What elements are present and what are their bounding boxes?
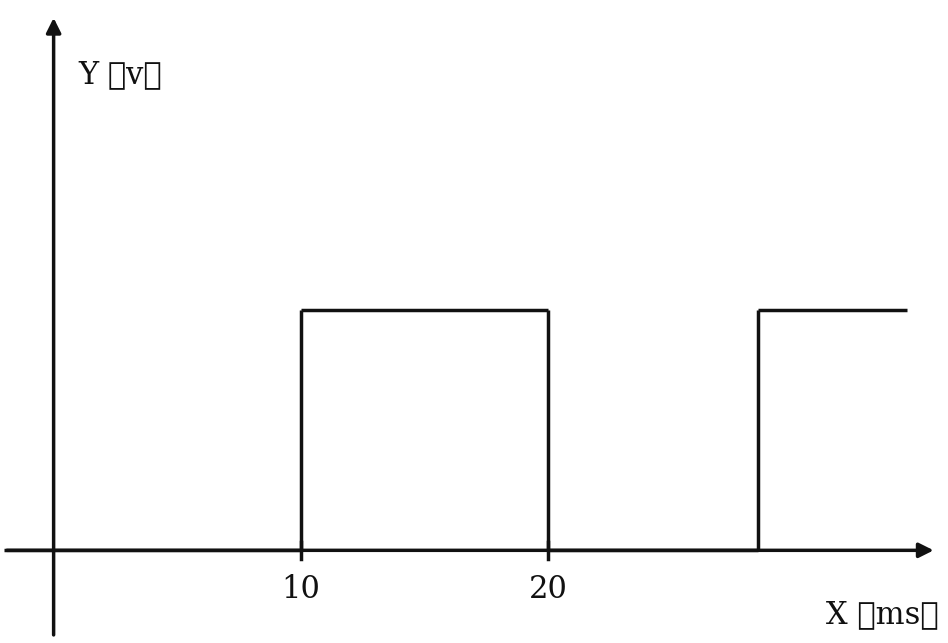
Text: Y （v）: Y （v）	[79, 59, 162, 90]
Text: 20: 20	[529, 574, 568, 605]
Text: 10: 10	[282, 574, 320, 605]
Text: X （ms）: X （ms）	[827, 599, 939, 631]
